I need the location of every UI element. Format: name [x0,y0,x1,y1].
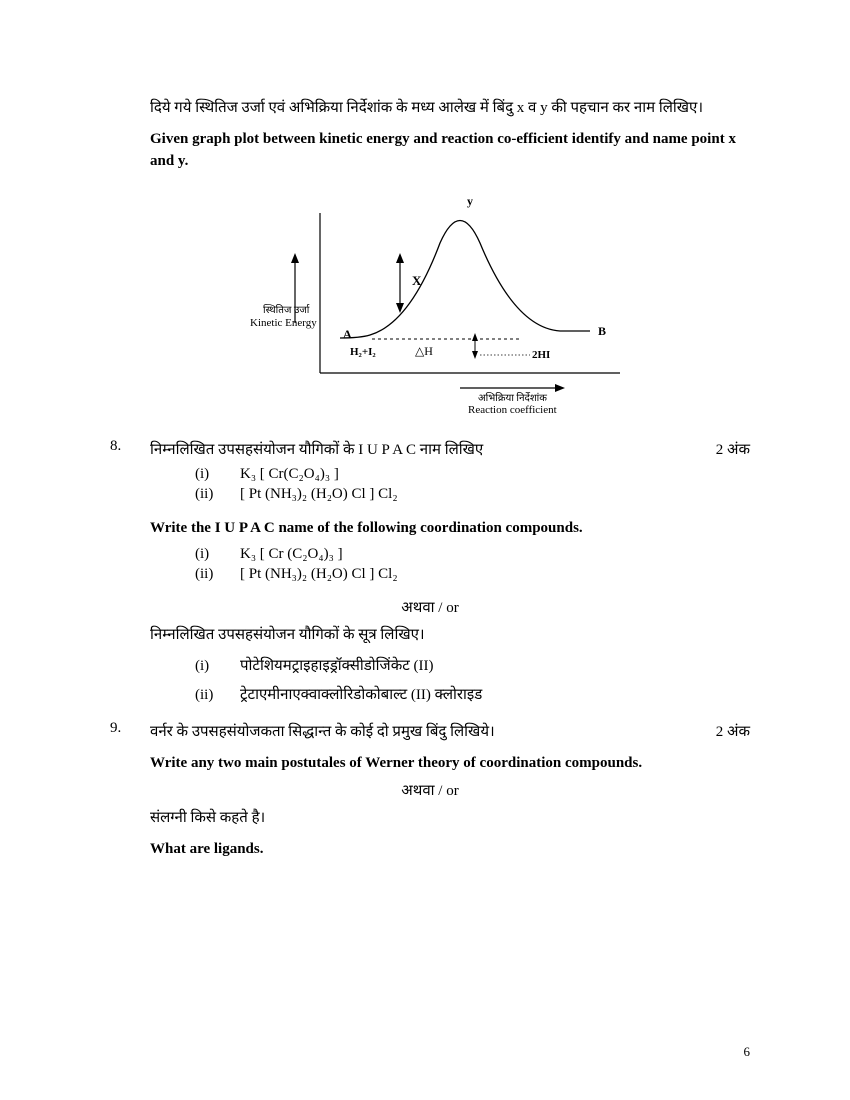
graph-y: y [467,194,473,208]
graph-dh: △H [415,344,433,358]
q8-alt1: पोटेशियमट्राइहाइड्रॉक्सीडोजिंकेट (II) [240,654,434,680]
q8-a1n: (i) [195,654,240,680]
q9-num: 9. [110,720,150,737]
q8-a2n: (ii) [195,683,240,709]
graph-xlabel-en: Reaction coefficient [468,404,557,413]
page-number: 6 [744,1044,751,1060]
q8-i2n: (ii) [195,486,240,503]
graph-product: 2HI [532,349,550,361]
graph-x: X [412,273,422,288]
graph-ylabel-en: Kinetic Energy [250,317,317,329]
q9-alt-hi: संलग्नी किसे कहते है। [150,806,750,832]
q8-i2nb: (ii) [195,566,240,583]
graph-b: B [598,324,606,338]
q9-alt-en: What are ligands. [150,838,750,861]
graph-ylabel-hi: स्थितिज उर्जा [263,304,310,316]
q9-or: अथवा / or [110,780,750,800]
graph-reactant: H₂+I₂ [350,346,376,358]
graph-xlabel-hi: अभिक्रिया निर्देशांक [478,392,547,404]
q9-marks: 2 अंक [690,720,750,746]
q8-alt2: ट्रेटाएमीनाएक्वाक्लोरिडोकोबाल्ट (II) क्ल… [240,683,482,709]
q8-i1: K₃ [ Cr(C₂O₄)₃ ] [240,466,339,483]
q9-hindi: वर्नर के उपसहसंयोजकता सिद्धान्त के कोई द… [150,724,495,740]
q8-i2: [ Pt (NH₃)₂ (H₂O) Cl ] Cl₂ [240,486,398,503]
q7-hindi: दिये गये स्थितिज उर्जा एवं अभिक्रिया निर… [150,96,750,122]
q8-i1n: (i) [195,466,240,483]
q8-num: 8. [110,438,150,455]
q8-or: अथवा / or [110,597,750,617]
q8-i1b: K₃ [ Cr (C₂O₄)₃ ] [240,546,343,563]
q9-english: Write any two main postutales of Werner … [150,752,750,775]
q7-english: Given graph plot between kinetic energy … [150,128,750,173]
energy-graph: स्थितिज उर्जा Kinetic Energy अभिक्रिया न… [110,183,750,418]
q8-hindi: निम्नलिखित उपसहसंयोजन यौगिकों के I U P A… [150,442,483,458]
q8-alt-hindi: निम्नलिखित उपसहसंयोजन यौगिकों के सूत्र ल… [150,623,750,649]
q8-i1nb: (i) [195,546,240,563]
q8-marks: 2 अंक [690,438,750,464]
graph-a: A [343,327,352,341]
q8-english: Write the I U P A C name of the followin… [150,517,750,540]
q8-i2b: [ Pt (NH₃)₂ (H₂O) Cl ] Cl₂ [240,566,398,583]
